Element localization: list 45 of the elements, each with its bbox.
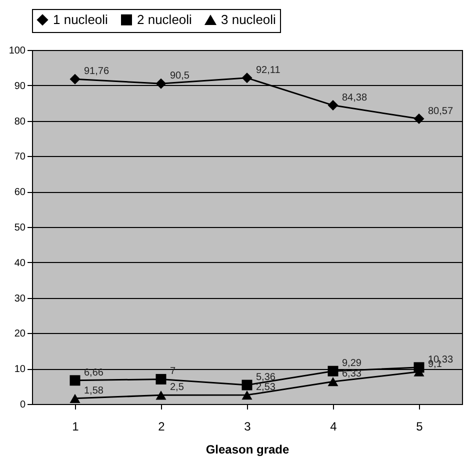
data-label: 2,5 (170, 382, 184, 394)
legend-label: 2 nucleoli (137, 12, 192, 27)
data-label: 91,76 (84, 66, 110, 78)
point (414, 114, 424, 124)
data-label: 5,36 (256, 372, 276, 384)
y-tick-label: 60 (14, 187, 26, 198)
point (156, 390, 166, 400)
point (242, 380, 252, 390)
data-label: 1,58 (84, 385, 104, 396)
legend-label: 3 nucleoli (221, 12, 276, 28)
y-tick-label: 80 (14, 116, 26, 128)
point (156, 78, 166, 89)
y-tick-label: 90 (14, 80, 26, 92)
data-label: 2,53 (256, 382, 276, 394)
y-tick-label: 40 (14, 258, 26, 269)
data-label: 9,29 (342, 358, 362, 370)
y-tick-label: 0 (20, 400, 26, 410)
data-label: 90,5 (170, 70, 190, 82)
x-tick-label: 4 (330, 420, 338, 434)
x-tick-label: 1 (72, 420, 80, 434)
y-tick-label: 10 (14, 364, 26, 376)
data-label: 6,33 (342, 368, 362, 380)
y-tick-label: 30 (14, 293, 26, 304)
point (242, 390, 252, 400)
point (70, 394, 80, 403)
point (328, 366, 338, 376)
point (70, 375, 80, 386)
point (242, 72, 252, 84)
y-tick-label: 50 (14, 222, 26, 234)
point (70, 74, 80, 84)
data-label: 84,38 (342, 92, 368, 104)
data-label: 92,11 (256, 64, 281, 76)
x-tick-label: 3 (244, 420, 252, 434)
point (328, 377, 338, 386)
point (156, 374, 166, 384)
x-axis-title: Gleason grade (206, 442, 290, 456)
legend-label: 1 nucleoli (53, 12, 108, 27)
y-tick-label: 100 (8, 46, 26, 56)
y-tick-label: 70 (14, 152, 26, 163)
x-tick-label: 2 (158, 420, 166, 434)
point (328, 100, 338, 111)
data-label: 6,66 (84, 367, 104, 378)
data-label: 80,57 (428, 106, 454, 117)
y-tick-label: 20 (14, 328, 26, 340)
x-tick-label: 5 (416, 420, 424, 434)
